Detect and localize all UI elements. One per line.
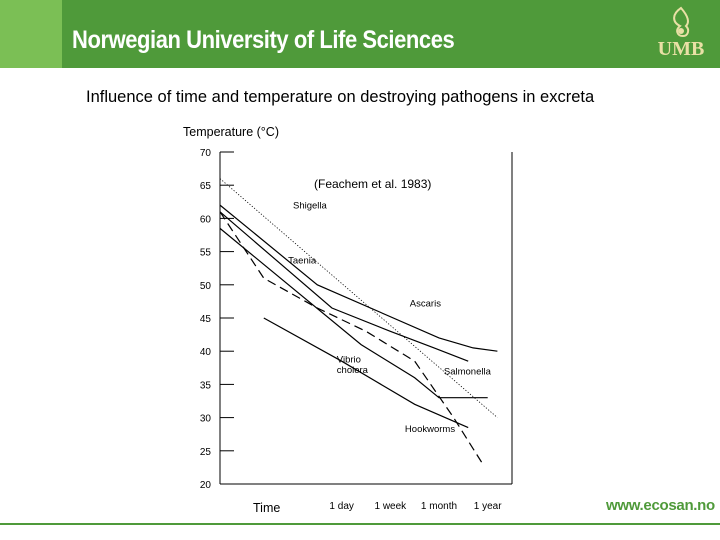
slide-title: Influence of time and temperature on des… bbox=[86, 88, 595, 106]
y-tick-label: 30 bbox=[200, 414, 212, 425]
y-tick-label: 55 bbox=[200, 248, 212, 259]
series-annotation: Ascaris bbox=[410, 299, 441, 310]
y-tick-label: 65 bbox=[200, 181, 212, 192]
umb-logo-text: UMB bbox=[657, 38, 705, 60]
y-tick-label: 60 bbox=[200, 214, 212, 225]
series-line-hookworms bbox=[263, 317, 469, 429]
footer-url: www.ecosan.no bbox=[606, 497, 715, 514]
series-line-taenia bbox=[219, 211, 469, 362]
y-tick-label: 45 bbox=[200, 314, 212, 325]
y-tick-label: 25 bbox=[200, 447, 212, 458]
citation-label: (Feachem et al. 1983) bbox=[314, 177, 431, 191]
series-annotation: cholera bbox=[337, 365, 369, 376]
series-annotation: Hookworms bbox=[405, 424, 455, 435]
x-tick-label: 1 year bbox=[474, 501, 502, 512]
series-annotation: Shigella bbox=[293, 200, 328, 211]
series-annotation: Salmonella bbox=[444, 366, 492, 377]
header-banner: Norwegian University of Life Sciences UM… bbox=[0, 0, 720, 68]
umb-logo-icon bbox=[673, 6, 690, 38]
y-tick-label: 20 bbox=[200, 480, 212, 491]
x-tick-label: 1 week bbox=[374, 501, 407, 512]
x-tick-label: 1 day bbox=[329, 501, 353, 512]
x-axis-label: Time bbox=[253, 501, 280, 515]
y-axis-label: Temperature (°C) bbox=[183, 125, 279, 139]
y-tick-label: 70 bbox=[200, 148, 212, 159]
series-annotation: Taenia bbox=[288, 256, 317, 267]
university-name: Norwegian University of Life Sciences bbox=[72, 26, 455, 54]
y-tick-label: 35 bbox=[200, 380, 212, 391]
y-tick-label: 50 bbox=[200, 281, 212, 292]
y-tick-label: 40 bbox=[200, 347, 212, 358]
footer-divider bbox=[0, 523, 720, 525]
series-annotation: Vibrio bbox=[337, 354, 361, 365]
series-line-shigella bbox=[219, 178, 498, 418]
x-tick-label: 1 month bbox=[421, 501, 457, 512]
series-line-ascaris bbox=[219, 204, 498, 352]
series-line-salmonella bbox=[219, 227, 488, 399]
banner-accent bbox=[0, 0, 62, 68]
